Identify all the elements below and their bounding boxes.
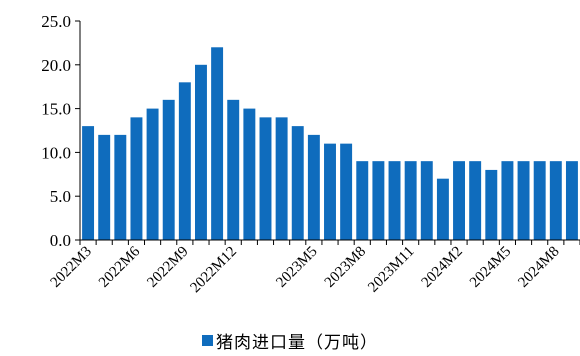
x-tick-label: 2022M12 — [187, 244, 240, 297]
bar — [146, 108, 159, 240]
x-tick-label: 2024M8 — [515, 244, 562, 291]
bar — [227, 99, 240, 240]
y-axis: 0.0 5.0 10.0 15.0 20.0 25.0 — [41, 12, 81, 250]
bar — [340, 143, 353, 240]
x-tick-label: 2023M5 — [273, 244, 320, 291]
bar — [436, 178, 449, 240]
bar — [114, 134, 127, 240]
bar — [162, 99, 175, 240]
bar — [195, 64, 207, 240]
bar — [404, 161, 417, 240]
bar — [82, 126, 95, 240]
y-tick-label: 0.0 — [50, 231, 71, 250]
bar — [356, 161, 369, 240]
x-tick-label: 2023M8 — [322, 244, 369, 291]
y-tick-label: 20.0 — [41, 56, 71, 75]
x-tick-label: 2024M2 — [419, 244, 466, 291]
bar — [307, 134, 320, 240]
x-tick-label: 2022M9 — [144, 244, 191, 291]
bar — [291, 126, 304, 240]
bar — [469, 161, 482, 240]
y-tick-label: 5.0 — [50, 187, 71, 206]
bar — [372, 161, 385, 240]
bar — [178, 82, 191, 240]
bar — [259, 117, 272, 240]
legend-swatch — [202, 335, 213, 346]
bar — [517, 161, 530, 240]
bar — [211, 47, 224, 240]
bar — [533, 161, 546, 240]
bar — [501, 161, 514, 240]
x-tick-label: 2023M11 — [365, 244, 417, 296]
bars — [82, 47, 578, 240]
x-tick-label: 2022M3 — [48, 244, 95, 291]
bar — [420, 161, 433, 240]
y-tick-label: 25.0 — [41, 12, 71, 31]
bar — [388, 161, 401, 240]
bar — [130, 117, 143, 240]
bar — [549, 161, 562, 240]
bar — [243, 108, 256, 240]
bar — [453, 161, 465, 240]
legend: 猪肉进口量（万吨） — [0, 328, 580, 353]
bar — [275, 117, 288, 240]
bar — [324, 143, 336, 240]
x-tick-label: 2024M5 — [467, 244, 514, 291]
y-tick-label: 15.0 — [41, 100, 71, 119]
y-tick-label: 10.0 — [41, 143, 71, 162]
bar — [485, 169, 498, 240]
bar — [565, 161, 578, 240]
legend-label: 猪肉进口量（万吨） — [216, 333, 378, 353]
bar — [98, 134, 111, 240]
x-tick-label: 2022M6 — [96, 243, 144, 291]
